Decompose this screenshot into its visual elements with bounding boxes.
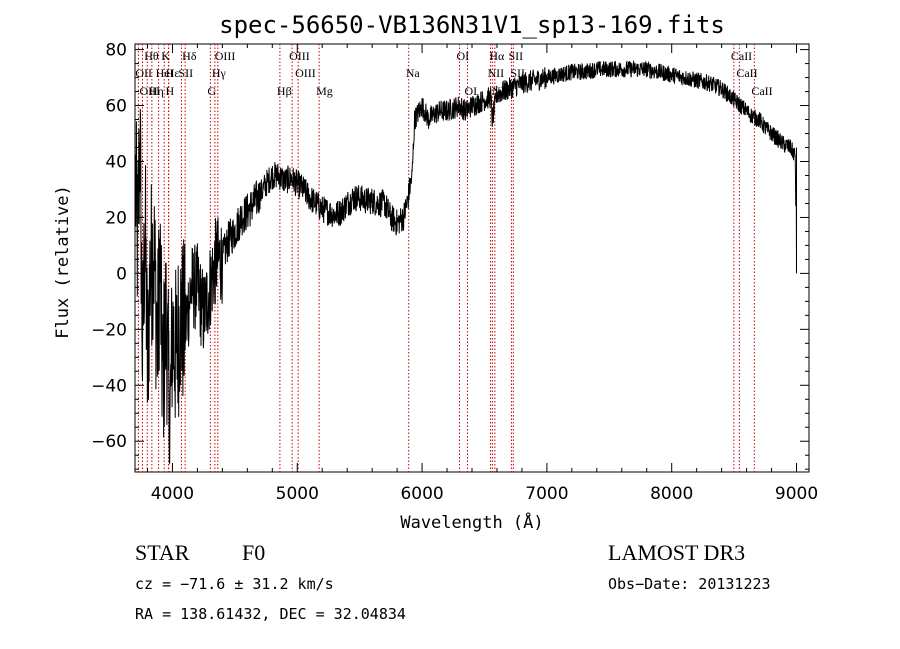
line-marker-label: Mg xyxy=(316,84,333,98)
y-tick-label: 0 xyxy=(116,264,127,284)
survey-name: LAMOST DR3 xyxy=(608,540,745,565)
line-marker-label: Hα xyxy=(489,49,505,63)
chart-title: spec-56650-VB136N31V1_sp13-169.fits xyxy=(219,11,725,39)
line-marker-label: Na xyxy=(406,66,421,80)
y-tick-label: 40 xyxy=(105,152,127,172)
y-axis-label: Flux (relative) xyxy=(53,185,73,339)
y-tick-label: −20 xyxy=(91,320,127,340)
coordinates: RA = 138.61432, DEC = 32.04834 xyxy=(135,605,406,623)
x-tick-label: 6000 xyxy=(400,484,443,504)
line-marker-label: Hδ xyxy=(182,49,197,63)
line-marker-label: SII xyxy=(508,49,523,63)
object-subclass: F0 xyxy=(242,540,265,565)
line-marker-label: OIII xyxy=(215,49,236,63)
redshift-velocity: cz = −71.6 ± 31.2 km/s xyxy=(135,575,334,593)
x-tick-label: 8000 xyxy=(650,484,693,504)
line-marker-label: OIII xyxy=(139,84,160,98)
line-marker-label: OIII xyxy=(289,49,310,63)
y-axis-ticks: −60 −40 −20 0 20 40 60 80 xyxy=(91,41,809,470)
line-marker-label: Hθ xyxy=(144,49,159,63)
line-marker-label: CaII xyxy=(731,49,752,63)
x-axis-label: Wavelength (Å) xyxy=(400,511,543,533)
y-tick-label: −60 xyxy=(91,432,127,452)
line-marker-label: SII xyxy=(178,66,193,80)
line-marker-label: NII xyxy=(487,66,504,80)
observation-date: Obs−Date: 20131223 xyxy=(608,575,771,593)
line-marker-label: OII xyxy=(135,66,152,80)
line-marker-label: G xyxy=(207,84,216,98)
line-marker-label: CaII xyxy=(751,84,772,98)
object-class: STAR xyxy=(135,540,190,565)
line-marker-label: OIII xyxy=(295,66,316,80)
line-marker-label: CaII xyxy=(736,66,757,80)
spectrum-line xyxy=(135,59,797,464)
x-tick-label: 5000 xyxy=(276,484,319,504)
y-tick-label: −40 xyxy=(91,376,127,396)
x-axis-ticks: 4000 5000 6000 7000 8000 9000 xyxy=(146,44,818,504)
x-tick-label: 7000 xyxy=(525,484,568,504)
line-marker-label: Hβ xyxy=(277,84,292,98)
y-tick-label: 80 xyxy=(105,41,127,61)
line-marker-label: Hγ xyxy=(212,66,227,80)
line-marker-label: H xyxy=(165,84,174,98)
line-marker-label: Hε xyxy=(166,66,180,80)
x-tick-label: 9000 xyxy=(775,484,818,504)
line-marker-label: Hη xyxy=(149,84,164,98)
line-marker-label: OI xyxy=(457,49,470,63)
x-tick-label: 4000 xyxy=(151,484,194,504)
y-tick-label: 20 xyxy=(105,208,127,228)
line-marker-label: K xyxy=(161,49,170,63)
line-marker-label: OI xyxy=(465,84,478,98)
line-marker-label: HeI xyxy=(156,66,174,80)
y-tick-label: 60 xyxy=(105,97,127,117)
